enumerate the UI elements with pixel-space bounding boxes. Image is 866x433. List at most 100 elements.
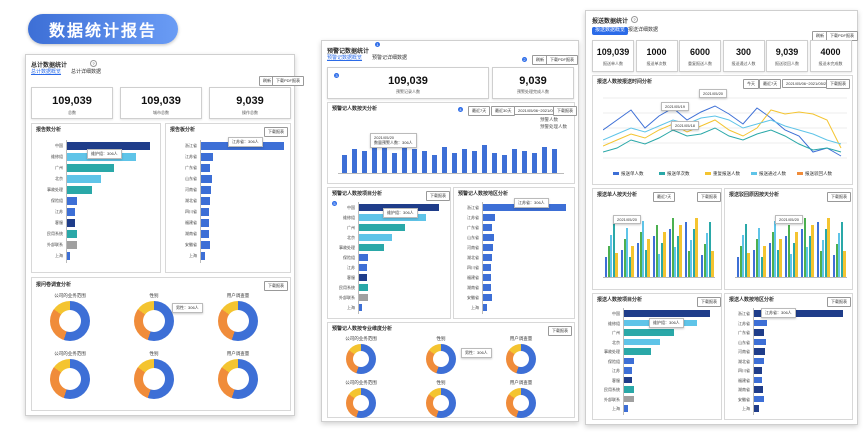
bar[interactable] <box>753 348 765 355</box>
bar[interactable] <box>200 230 209 238</box>
bar[interactable] <box>703 244 706 277</box>
bar[interactable] <box>358 284 368 291</box>
bar[interactable] <box>66 175 101 183</box>
bar[interactable] <box>482 274 491 281</box>
bar[interactable] <box>372 143 377 173</box>
bar[interactable] <box>358 274 367 281</box>
bar[interactable] <box>774 221 777 277</box>
bar[interactable] <box>758 228 761 277</box>
bar[interactable] <box>838 233 841 277</box>
bar[interactable] <box>552 149 557 173</box>
bar[interactable] <box>753 405 759 412</box>
bar[interactable] <box>690 240 693 277</box>
bar[interactable] <box>792 243 795 277</box>
series-line[interactable] <box>603 115 842 145</box>
bar[interactable] <box>631 246 634 277</box>
download-button[interactable]: 下载报表 <box>697 192 721 202</box>
donut-chart[interactable] <box>506 388 536 418</box>
bar[interactable] <box>358 234 392 241</box>
bar[interactable] <box>512 149 517 173</box>
bar[interactable] <box>753 329 764 336</box>
bar[interactable] <box>753 319 767 326</box>
bar[interactable] <box>358 244 384 251</box>
bar[interactable] <box>706 233 709 277</box>
bar[interactable] <box>200 241 210 249</box>
bar[interactable] <box>482 145 487 173</box>
bar[interactable] <box>623 367 632 374</box>
bar[interactable] <box>744 224 747 277</box>
donut-chart[interactable] <box>50 359 90 399</box>
bar[interactable] <box>422 151 427 173</box>
bar[interactable] <box>753 250 756 277</box>
bar[interactable] <box>200 153 213 161</box>
bar[interactable] <box>607 246 610 277</box>
bar[interactable] <box>623 329 674 336</box>
tab-detail[interactable]: 预警记详细数据 <box>372 55 408 61</box>
bar[interactable] <box>711 251 714 277</box>
bar[interactable] <box>753 395 764 402</box>
bar[interactable] <box>66 230 77 238</box>
bar[interactable] <box>685 222 688 277</box>
bar[interactable] <box>737 257 740 277</box>
bar[interactable] <box>833 255 836 277</box>
bar[interactable] <box>358 264 367 271</box>
bar[interactable] <box>623 376 632 383</box>
bar[interactable] <box>482 254 492 261</box>
bar[interactable] <box>623 310 710 317</box>
donut-chart[interactable] <box>506 344 536 374</box>
bar[interactable] <box>605 257 608 277</box>
bar[interactable] <box>200 252 205 260</box>
bar[interactable] <box>200 175 212 183</box>
bar[interactable] <box>66 186 92 194</box>
bar[interactable] <box>626 228 629 277</box>
bar[interactable] <box>806 247 809 277</box>
bar[interactable] <box>835 244 838 277</box>
range-7d-button[interactable]: 最近7天 <box>653 192 676 202</box>
tab-overview[interactable]: 总计数据概览 <box>31 69 62 75</box>
bar[interactable] <box>824 229 827 277</box>
donut-chart[interactable] <box>134 301 174 341</box>
bar[interactable] <box>655 225 658 277</box>
download-button[interactable]: 下载报表 <box>553 106 577 116</box>
donut-chart[interactable] <box>346 388 376 418</box>
download-button[interactable]: 下载报表 <box>264 281 288 291</box>
download-button[interactable]: 下载报表 <box>548 326 572 336</box>
bar[interactable] <box>615 253 618 277</box>
bar[interactable] <box>66 164 114 172</box>
bar[interactable] <box>817 222 820 277</box>
bar[interactable] <box>482 214 495 221</box>
bar[interactable] <box>769 243 772 277</box>
bar[interactable] <box>742 235 745 277</box>
bar[interactable] <box>701 255 704 277</box>
bar[interactable] <box>623 338 660 345</box>
donut-chart[interactable] <box>218 301 258 341</box>
download-button[interactable]: 下载报表 <box>426 191 450 201</box>
bar[interactable] <box>482 264 491 271</box>
bar[interactable] <box>66 252 70 260</box>
bar[interactable] <box>771 232 774 277</box>
bar[interactable] <box>753 310 843 317</box>
bar[interactable] <box>412 149 417 173</box>
bar[interactable] <box>200 197 210 205</box>
bar[interactable] <box>647 239 650 277</box>
bar[interactable] <box>623 239 626 277</box>
bar[interactable] <box>708 222 711 277</box>
bar[interactable] <box>674 247 677 277</box>
bar[interactable] <box>753 357 764 364</box>
bar[interactable] <box>803 218 806 277</box>
bar[interactable] <box>482 304 487 311</box>
bar[interactable] <box>66 219 75 227</box>
bar[interactable] <box>200 208 209 216</box>
bar[interactable] <box>612 224 615 277</box>
bar[interactable] <box>623 395 634 402</box>
bar[interactable] <box>639 232 642 277</box>
bar[interactable] <box>787 225 790 277</box>
download-pdf-button[interactable]: 下载PDF报表 <box>546 55 578 65</box>
bar[interactable] <box>502 155 507 173</box>
help-icon[interactable]: ? <box>631 16 638 23</box>
range-today-button[interactable]: 今天 <box>743 79 759 89</box>
bar[interactable] <box>776 250 779 277</box>
bar[interactable] <box>522 151 527 173</box>
bar[interactable] <box>695 218 698 277</box>
bar[interactable] <box>642 221 645 277</box>
